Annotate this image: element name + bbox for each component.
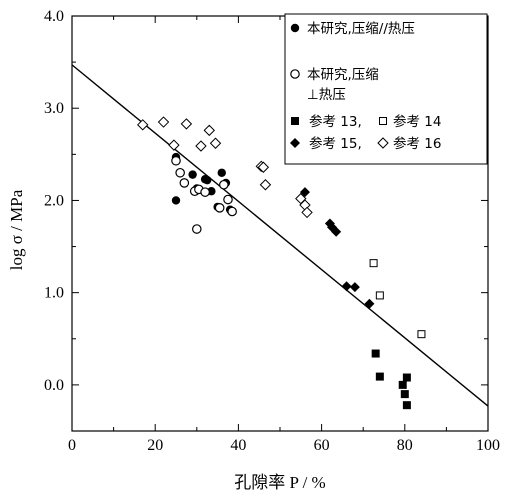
legend-marker-filled-diamond <box>290 138 300 148</box>
point-diamond-filled <box>331 226 342 237</box>
legend: 本研究,压缩//热压 本研究,压缩 ⊥热压 参考 13, 参考 14 参考 15… <box>284 13 488 165</box>
point-diamond-open <box>301 206 313 219</box>
legend-marker-filled-square <box>291 117 299 125</box>
point-diamond-filled <box>349 282 360 293</box>
y-axis-title: log σ / MPa <box>7 189 26 270</box>
y-tick-label: 2.0 <box>44 192 64 209</box>
point-diamond-filled <box>364 298 375 309</box>
y-tick-label: 3.0 <box>44 100 64 117</box>
point-circle-open <box>171 155 181 166</box>
point-diamond-open <box>209 137 222 149</box>
point-circle-open <box>175 167 185 178</box>
axis-ticks: 0 20 40 60 80 100 0.0 1.0 2.0 3.0 4.0 <box>44 8 500 454</box>
y-tick-label: 0.0 <box>44 377 64 394</box>
point-diamond-open <box>137 119 149 131</box>
point-square-open <box>417 330 426 339</box>
point-square-filled <box>375 372 384 381</box>
y-tick-label: 4.0 <box>44 8 64 25</box>
point-circle-open <box>227 206 237 217</box>
point-circle-filled <box>203 175 212 185</box>
point-square-open <box>375 291 384 300</box>
point-diamond-filled <box>341 281 352 292</box>
point-circle-open <box>179 178 190 188</box>
point-diamond-open <box>180 118 193 130</box>
point-square-open <box>369 259 378 268</box>
point-square-filled <box>402 373 411 382</box>
x-tick-label: 40 <box>230 437 246 454</box>
legend-label-this-study-perpendicular: 本研究,压缩 <box>307 67 379 83</box>
point-diamond-open <box>203 124 215 137</box>
point-circle-filled <box>217 168 226 177</box>
x-tick-label: 0 <box>68 437 76 454</box>
x-tick-label: 20 <box>147 437 163 454</box>
point-circle-open <box>192 224 202 234</box>
point-diamond-open <box>195 140 207 152</box>
point-square-filled <box>398 380 407 389</box>
legend-marker-open-square <box>379 117 387 125</box>
point-square-filled <box>402 401 411 410</box>
y-tick-label: 1.0 <box>44 285 64 302</box>
legend-label-ref-16: 参考 16 <box>393 135 441 152</box>
point-circle-open <box>219 179 229 190</box>
legend-label-ref-15: 参考 15, <box>309 135 362 152</box>
point-diamond-open <box>257 161 270 173</box>
legend-label-ref-13: 参考 13, <box>309 113 362 130</box>
point-diamond-open <box>168 139 180 151</box>
x-tick-label: 60 <box>314 437 330 454</box>
legend-label-this-study-parallel: 本研究,压缩//热压 <box>307 21 415 37</box>
point-circle-open <box>223 194 233 205</box>
point-circle-filled <box>188 170 197 179</box>
point-circle-filled <box>171 196 181 205</box>
point-diamond-open <box>157 116 170 128</box>
point-square-filled <box>371 349 380 358</box>
legend-box <box>284 13 488 165</box>
legend-marker-open-diamond <box>377 137 389 149</box>
legend-label-perpendicular-hot-press: ⊥热压 <box>307 87 346 103</box>
legend-label-ref-14: 参考 14 <box>393 113 441 130</box>
legend-marker-filled-circle <box>290 23 300 33</box>
point-diamond-open <box>259 179 272 191</box>
point-circle-open <box>214 203 225 213</box>
x-tick-label: 100 <box>476 437 500 454</box>
x-axis-title: 孔隙率 P / % <box>234 473 325 492</box>
point-circle-open <box>200 187 210 197</box>
data-points <box>137 116 426 410</box>
point-square-filled <box>400 390 409 399</box>
x-tick-label: 80 <box>397 437 413 454</box>
legend-marker-open-circle <box>290 69 300 79</box>
